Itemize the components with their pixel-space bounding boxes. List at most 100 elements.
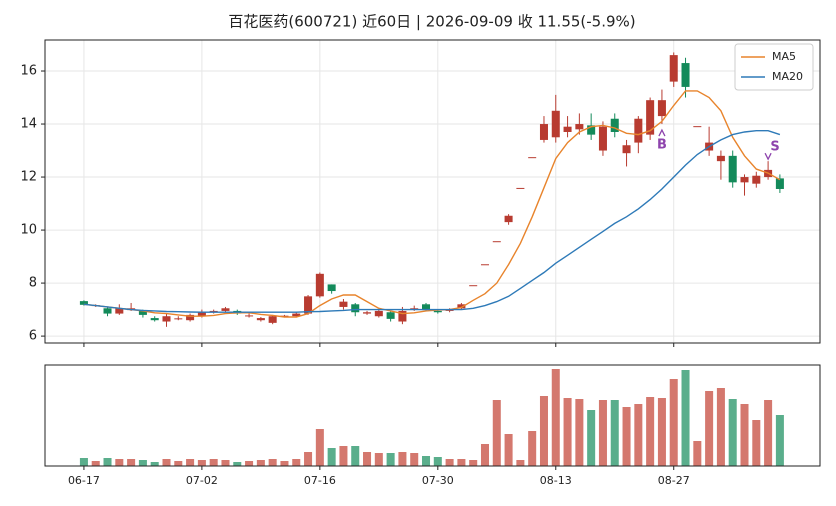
- volume-bar: [268, 459, 277, 466]
- volume-bar: [150, 462, 159, 466]
- candle-body: [528, 157, 537, 159]
- volume-bar: [186, 459, 195, 466]
- candle-body: [280, 315, 289, 317]
- volume-bar: [363, 452, 372, 466]
- volume-bar: [669, 379, 678, 466]
- volume-bar: [492, 400, 501, 466]
- candle-body: [150, 318, 159, 321]
- candle-body: [504, 215, 513, 223]
- candle-body: [292, 313, 301, 317]
- candle-body: [669, 55, 678, 82]
- candle-body: [516, 187, 525, 189]
- volume-bar: [575, 399, 584, 466]
- legend-label: MA20: [772, 70, 803, 83]
- volume-bar: [516, 460, 525, 466]
- volume-bar: [386, 453, 395, 466]
- candle-body: [716, 155, 725, 162]
- y-tick-label: 12: [20, 170, 37, 185]
- volume-bar: [693, 441, 702, 466]
- chart-title: 百花医药(600721) 近60日 | 2026-09-09 收 11.55(-…: [228, 13, 635, 31]
- volume-bar: [551, 369, 560, 466]
- candle-body: [752, 175, 761, 184]
- candle-body: [374, 310, 383, 317]
- volume-bar: [315, 429, 324, 466]
- volume-bar: [445, 459, 454, 466]
- volume-bar: [374, 453, 383, 466]
- volume-bar: [716, 388, 725, 466]
- candle-body: [693, 126, 702, 128]
- candle-body: [634, 118, 643, 143]
- x-tick-label: 08-27: [658, 474, 690, 487]
- candle-body: [646, 100, 655, 135]
- candle-body: [174, 318, 183, 320]
- candle-body: [256, 318, 265, 321]
- ma-line: [83, 90, 781, 318]
- candle-body: [327, 284, 336, 292]
- volume-bar: [91, 461, 100, 466]
- volume-bar: [469, 460, 478, 466]
- candle-body: [363, 312, 372, 314]
- x-tick-label: 07-16: [304, 474, 336, 487]
- signal-label: S: [770, 140, 779, 155]
- volume-bar: [103, 458, 112, 466]
- volume-bar: [740, 404, 749, 466]
- volume-bar: [292, 459, 301, 466]
- volume-bar: [598, 400, 607, 466]
- legend-box: [734, 43, 814, 91]
- volume-bar: [752, 420, 761, 466]
- volume-bar: [138, 460, 147, 466]
- volume-panel: 06-17 07-02 07-16 07-30 08-13 08-27: [44, 364, 821, 487]
- candle-body: [457, 304, 466, 309]
- candle-body: [469, 285, 478, 287]
- candle-body: [268, 316, 277, 323]
- volume-bar: [398, 452, 407, 466]
- candle-body: [351, 304, 360, 313]
- candle-body: [575, 124, 584, 130]
- volume-bar: [410, 453, 419, 466]
- candle-body: [622, 145, 631, 154]
- volume-bar: [646, 397, 655, 466]
- volume-bar: [115, 459, 124, 466]
- candle-body: [480, 264, 490, 266]
- volume-bar: [79, 458, 88, 466]
- x-tick-label: 07-30: [422, 474, 454, 487]
- candle-body: [162, 316, 171, 322]
- candle-body: [398, 310, 407, 322]
- volume-bar: [233, 462, 242, 466]
- candle-body: [740, 177, 749, 183]
- candle-body: [138, 310, 147, 315]
- candle-body: [681, 63, 690, 87]
- candle-body: [115, 308, 124, 314]
- volume-bar: [457, 459, 466, 466]
- candle-body: [197, 312, 206, 317]
- volume-bar: [634, 404, 643, 466]
- volume-bar: [256, 460, 265, 466]
- candle-body: [245, 315, 254, 317]
- volume-bar: [728, 399, 737, 466]
- price-panel: 6 8 10 12 14 16 B S MA5 MA20: [20, 39, 821, 347]
- volume-bar: [622, 407, 631, 466]
- candle-body: [657, 100, 666, 117]
- volume-bar: [681, 370, 690, 466]
- volume-bar: [504, 434, 513, 466]
- volume-bar: [705, 391, 714, 466]
- candle-body: [587, 125, 596, 135]
- candle-body: [386, 312, 395, 319]
- volume-bar: [197, 460, 206, 466]
- x-tick-label: 08-13: [540, 474, 572, 487]
- candle-body: [339, 301, 348, 307]
- candle-body: [304, 296, 313, 314]
- candle-body: [433, 310, 442, 313]
- volume-bar: [127, 459, 136, 466]
- volume-bar: [539, 396, 548, 466]
- candle-body: [186, 314, 195, 321]
- candle-body: [551, 110, 560, 138]
- volume-bar: [587, 410, 596, 466]
- volume-bar: [422, 456, 431, 466]
- volume-bar: [764, 400, 773, 466]
- volume-bar: [528, 431, 537, 466]
- legend-label: MA5: [772, 50, 796, 63]
- volume-bar: [351, 446, 360, 466]
- volume-bar: [433, 457, 442, 466]
